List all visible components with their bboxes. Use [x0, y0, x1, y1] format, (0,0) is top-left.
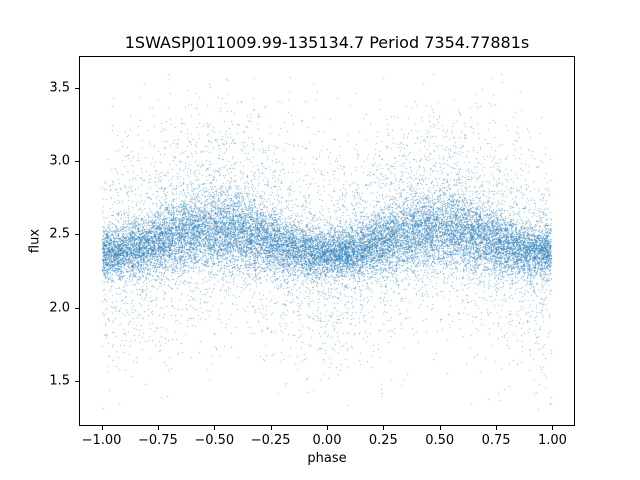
- x-tick-label: 0.25: [368, 433, 398, 448]
- y-tick-mark: [75, 234, 79, 236]
- x-tick-label: −0.50: [194, 433, 235, 448]
- x-tick-mark: [270, 426, 272, 430]
- y-tick-label: 3.0: [49, 153, 70, 169]
- x-tick-mark: [496, 426, 498, 430]
- x-tick-label: 0.75: [481, 433, 511, 448]
- y-tick-mark: [75, 381, 79, 383]
- y-tick-mark: [75, 87, 79, 89]
- x-tick-label: 0.50: [425, 433, 455, 448]
- chart-title: 1SWASPJ011009.99-135134.7 Period 7354.77…: [124, 33, 530, 52]
- x-tick-mark: [552, 426, 554, 430]
- y-tick-label: 2.5: [49, 226, 70, 242]
- x-tick-label: 0.00: [312, 433, 342, 448]
- y-axis-label: flux: [27, 228, 43, 254]
- y-tick-label: 3.5: [49, 80, 70, 96]
- x-tick-mark: [327, 426, 328, 430]
- x-tick-mark: [157, 426, 159, 430]
- x-tick-label: −1.00: [81, 433, 122, 448]
- x-tick-mark: [214, 426, 216, 430]
- x-axis-label: phase: [307, 451, 347, 466]
- scatter-points-canvas: [80, 57, 574, 425]
- x-tick-mark: [383, 426, 385, 430]
- y-tick-label: 1.5: [49, 373, 70, 389]
- x-tick-label: −0.25: [250, 433, 291, 448]
- y-tick-mark: [75, 160, 79, 162]
- y-tick-label: 2.0: [49, 300, 70, 316]
- axes-area: [79, 56, 575, 426]
- x-tick-mark: [101, 426, 103, 430]
- x-tick-label: −0.75: [137, 433, 178, 448]
- y-tick-mark: [75, 307, 79, 309]
- x-tick-label: 1.00: [537, 433, 567, 448]
- x-tick-mark: [439, 426, 441, 430]
